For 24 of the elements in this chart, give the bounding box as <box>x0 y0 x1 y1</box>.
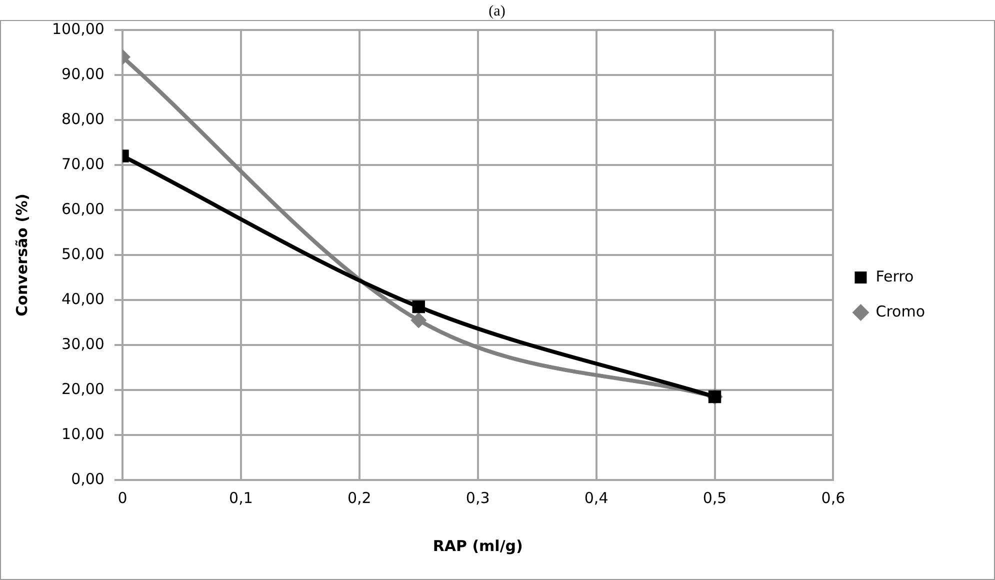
x-tick-label: 0,2 <box>347 488 372 507</box>
y-tick-label: 40,00 <box>62 290 104 308</box>
chart-title: (a) <box>488 3 506 20</box>
x-tick-label: 0,6 <box>821 488 846 507</box>
point <box>412 300 425 314</box>
y-tick-label: 0,00 <box>71 470 104 488</box>
y-tick-label: 20,00 <box>62 380 104 398</box>
x-tick-label: 0 <box>118 488 128 507</box>
y-tick-label: 70,00 <box>62 154 104 173</box>
y-tick-label: 90,00 <box>62 64 104 83</box>
x-axis-title: RAP (ml/g) <box>432 536 523 555</box>
x-tick-label: 0,3 <box>466 488 490 507</box>
y-tick-label: 100,00 <box>52 20 104 38</box>
x-tick-label: 0,5 <box>702 488 727 507</box>
x-tick-label: 0,1 <box>229 488 253 507</box>
y-tick-label: 30,00 <box>62 334 104 353</box>
y-axis-title: Conversão (%) <box>12 194 31 316</box>
y-tick-label: 80,00 <box>62 110 104 128</box>
y-tick-label: 50,00 <box>62 244 104 263</box>
y-tick-label: 60,00 <box>62 200 104 218</box>
legend-label: Ferro <box>876 267 914 286</box>
x-tick-label: 0,4 <box>584 488 608 507</box>
y-tick-label: 10,00 <box>62 424 104 443</box>
legend-label: Cromo <box>876 302 926 320</box>
